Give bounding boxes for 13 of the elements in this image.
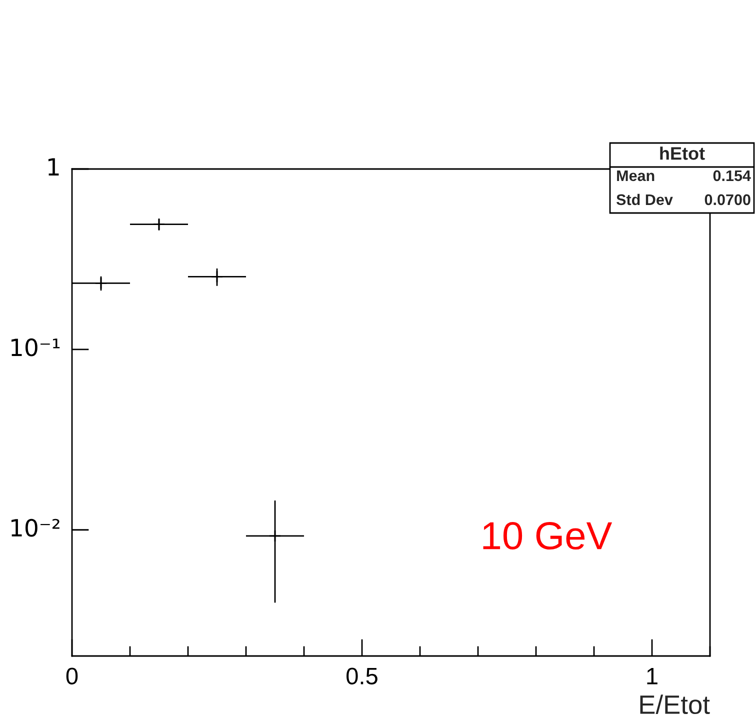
text: hEtot	[660, 146, 705, 160]
annotation: 0.0700	[704, 194, 750, 206]
annotation: Std Dev	[616, 194, 673, 206]
annotation: Mean	[617, 170, 654, 182]
text: 0.154	[713, 170, 751, 182]
x-tick-label: 0	[66, 668, 78, 684]
y-tick-label: 10⁻¹	[12, 338, 60, 356]
y-tick-label: 10⁻²	[12, 518, 60, 537]
x-tick-label: 1	[647, 668, 658, 684]
annotation: 10 GeV	[483, 522, 612, 550]
y-tick-label: 1	[48, 158, 59, 176]
x-tick-label: 0.5	[346, 668, 378, 684]
x-axis-title: E/Etot	[640, 694, 710, 714]
